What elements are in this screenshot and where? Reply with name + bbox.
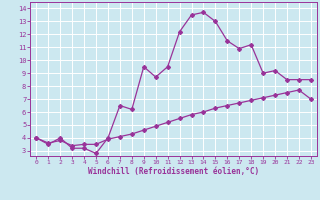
X-axis label: Windchill (Refroidissement éolien,°C): Windchill (Refroidissement éolien,°C) bbox=[88, 167, 259, 176]
